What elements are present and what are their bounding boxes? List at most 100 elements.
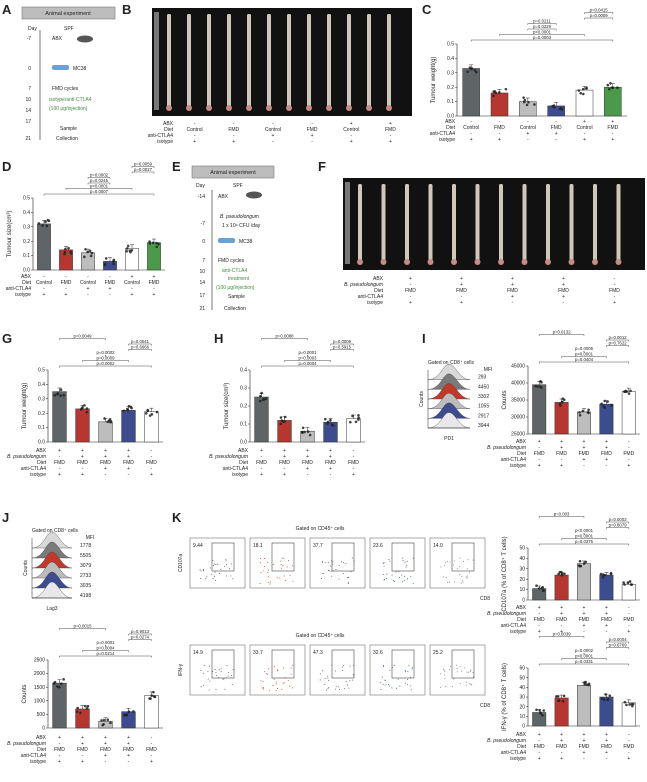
significance-bracket: [330, 343, 354, 346]
data-point: [631, 702, 635, 706]
p-value-label: p=0.0214: [96, 651, 115, 656]
flow-event: [281, 557, 283, 559]
cell-value: -: [461, 294, 463, 300]
cell-value: +: [583, 738, 586, 744]
data-point: [561, 699, 565, 703]
data-point: [541, 714, 544, 717]
colon-sample: [187, 14, 191, 108]
flow-event: [327, 561, 329, 563]
cell-value: +: [104, 741, 107, 747]
cell-value: +: [560, 732, 563, 738]
flow-gate: [271, 649, 295, 679]
data-point: [150, 413, 154, 416]
cell-value: -: [272, 121, 274, 127]
flow-event: [462, 581, 464, 583]
flow-event: [383, 565, 385, 567]
cell-value: +: [131, 292, 134, 298]
cell-value: +: [193, 139, 196, 145]
data-point: [152, 695, 156, 698]
cell-value: +: [560, 445, 563, 451]
flow-event: [220, 668, 222, 670]
flow-event: [207, 678, 209, 680]
flow-plot-frame: [369, 644, 426, 696]
flow-event: [231, 563, 233, 565]
data-point: [535, 708, 538, 712]
data-point: [79, 711, 82, 715]
data-point: [610, 86, 614, 89]
cell-value: -: [555, 119, 557, 125]
flow-event: [349, 680, 351, 682]
mouse-icon: [246, 191, 262, 199]
flow-event: [272, 684, 274, 686]
data-point: [560, 573, 564, 577]
cell-value: +: [583, 750, 586, 756]
data-point: [112, 259, 115, 263]
data-point: [540, 381, 543, 384]
flow-event: [232, 578, 234, 580]
cell-value: +: [627, 756, 630, 762]
y-tick-label: 0.0: [38, 440, 45, 446]
data-point: [157, 242, 160, 246]
row-label: ABX: [516, 439, 527, 445]
significance-bracket: [59, 365, 152, 368]
cell-value: FMD: [556, 744, 567, 750]
flow-event: [330, 570, 332, 572]
flow-event: [353, 664, 355, 666]
flow-event: [466, 671, 468, 673]
flow-gate-percent: 25.2: [433, 650, 443, 656]
flow-gate-percent: 18.1: [253, 543, 263, 549]
panel-b-photo: [152, 8, 412, 116]
flow-event: [453, 564, 455, 566]
flow-event: [440, 686, 442, 688]
cell-value: FMD: [123, 747, 134, 753]
cell-value: FMD: [325, 460, 336, 466]
flow-event: [215, 672, 217, 674]
flow-event: [267, 668, 269, 670]
cell-value: +: [583, 732, 586, 738]
cell-value: FMD: [534, 617, 545, 623]
tumor: [206, 105, 212, 111]
data-point: [602, 698, 606, 702]
dish-icon: [218, 238, 235, 243]
data-point: [146, 408, 150, 412]
p-value-label: p=0.0375: [575, 539, 594, 544]
flow-event: [346, 684, 348, 686]
flow-event: [402, 581, 404, 583]
data-point: [539, 712, 542, 715]
flow-plot-frame: [249, 537, 306, 589]
svg-text:Sample: Sample: [228, 294, 245, 300]
y-tick-label: 10: [519, 714, 525, 720]
cell-value: -: [59, 741, 61, 747]
data-point: [60, 682, 63, 685]
data-point: [623, 583, 626, 586]
row-label: isotype: [510, 629, 526, 635]
flow-event: [335, 685, 337, 687]
cell-value: -: [538, 611, 540, 617]
cell-value: +: [583, 119, 586, 125]
bar: [346, 418, 361, 443]
significance-bracket: [59, 655, 152, 658]
flow-event: [262, 687, 264, 689]
bar: [577, 563, 591, 601]
flow-event: [384, 578, 386, 580]
y-axis-label: Counts: [23, 560, 29, 576]
cell-value: FMD: [623, 451, 634, 457]
row-label: Diet: [22, 280, 32, 286]
p-value-label: p<0.0001: [575, 654, 594, 659]
data-point: [62, 393, 66, 397]
data-point: [606, 698, 609, 702]
cell-value: -: [284, 466, 286, 472]
flow-event: [342, 669, 344, 671]
cell-value: +: [104, 753, 107, 759]
flow-event: [387, 684, 389, 686]
data-point: [125, 713, 128, 716]
data-point: [301, 426, 305, 430]
histogram-curve: [31, 531, 73, 549]
svg-text:(100 μg/injection): (100 μg/injection): [216, 285, 255, 291]
cell-value: -: [538, 623, 540, 629]
data-point: [122, 409, 126, 413]
cell-value: -: [628, 445, 630, 451]
panel-f-condition-table: ABX + + + + -B. pseudolongum - + + + -Diet FMD FMD FM…: [344, 276, 620, 306]
data-point: [466, 70, 469, 74]
data-point: [56, 685, 59, 688]
